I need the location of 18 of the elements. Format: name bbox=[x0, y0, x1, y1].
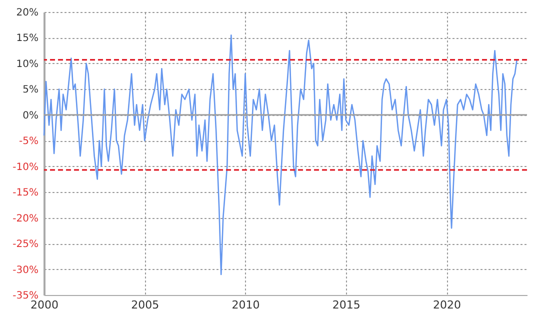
x-tick-label: 2010 bbox=[232, 298, 260, 312]
line-series bbox=[43, 34, 518, 276]
x-tick-label: 2005 bbox=[131, 298, 160, 312]
x-tick-label: 2020 bbox=[433, 298, 461, 312]
y-tick-label: -15% bbox=[12, 188, 38, 199]
y-tick-label: 20% bbox=[16, 8, 38, 18]
y-tick-label: 5% bbox=[22, 84, 38, 96]
y-tick-label: 0% bbox=[22, 110, 38, 122]
y-tick-label: 15% bbox=[16, 33, 38, 44]
y-tick-label: -20% bbox=[12, 213, 38, 224]
y-tick-label: 10% bbox=[16, 58, 38, 70]
y-tick-label: -35% bbox=[12, 290, 38, 302]
y-tick-label: -30% bbox=[12, 264, 38, 276]
y-tick-label: -25% bbox=[12, 239, 38, 250]
y-tick-label: -10% bbox=[12, 162, 38, 173]
y-tick-label: -5% bbox=[19, 136, 38, 148]
x-tick-label: 2015 bbox=[332, 298, 360, 312]
x-tick-label: 2000 bbox=[30, 298, 58, 312]
